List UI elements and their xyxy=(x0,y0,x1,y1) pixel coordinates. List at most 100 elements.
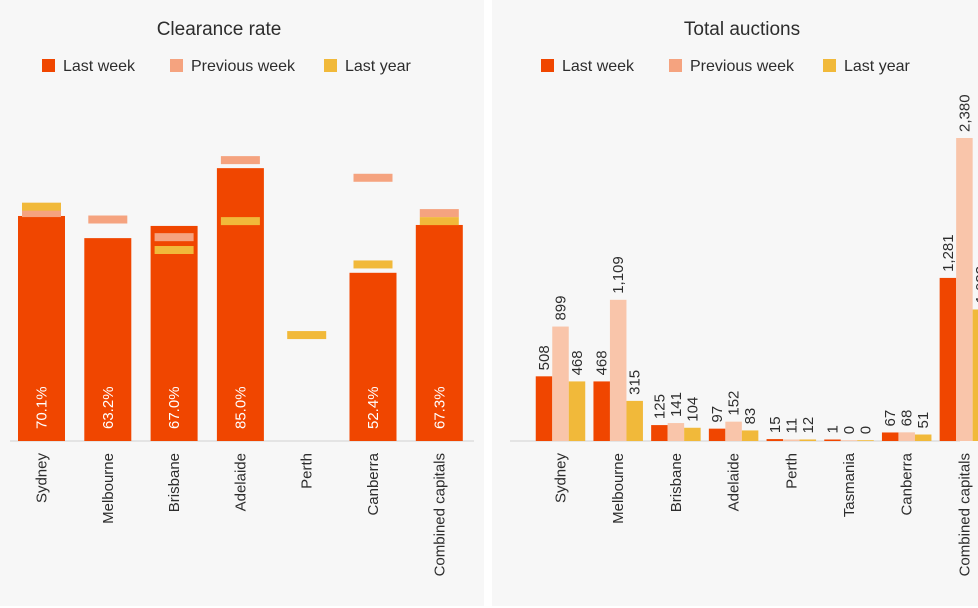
value-label-last-year-brisbane: 104 xyxy=(684,397,701,422)
value-label-last-year-adelaide: 83 xyxy=(742,408,759,425)
value-label-last-week-sydney: 508 xyxy=(536,345,553,370)
category-label-perth: Perth xyxy=(299,453,316,489)
total-auctions-marks: 508 899 468 Sydney 468 1,109 315 Melbourne 125 14… xyxy=(535,94,978,576)
clearance-rate-legend: Last week Previous week Last year xyxy=(42,58,411,75)
category-label-adelaide: Adelaide xyxy=(726,453,743,511)
bar-last-week-canberra xyxy=(349,272,397,441)
bar-last-year-melbourne xyxy=(626,400,643,441)
bar-last-week-melbourne xyxy=(593,381,610,441)
bar-last-week-brisbane xyxy=(150,225,198,441)
value-label-last-week-brisbane: 125 xyxy=(651,394,668,419)
clearance-rate-chart: Clearance rate Last week Previous week L… xyxy=(10,19,474,576)
bar-previous-week-brisbane xyxy=(667,423,685,441)
bar-last-year-sydney xyxy=(568,381,586,441)
bar-last-week-sydney xyxy=(18,215,65,441)
bar-last-year-tasmania xyxy=(857,440,874,441)
total-auctions-title: Total auctions xyxy=(684,19,800,40)
value-label-last-week-melbourne: 63.2% xyxy=(100,386,117,429)
value-label-previous-week-canberra: 68 xyxy=(899,410,916,427)
category-label-sydney: Sydney xyxy=(553,453,570,504)
bar-last-year-canberra xyxy=(914,434,932,441)
value-label-last-year-tasmania: 0 xyxy=(858,426,875,434)
value-label-last-year-canberra: 51 xyxy=(915,412,932,429)
marker-last-year-adelaide xyxy=(220,217,260,226)
value-label-previous-week-tasmania: 0 xyxy=(841,426,858,434)
value-label-previous-week-combined-capitals: 2,380 xyxy=(956,94,973,132)
marker-last-year-canberra xyxy=(353,260,393,269)
value-label-previous-week-adelaide: 152 xyxy=(726,391,743,416)
total-auctions-panel: Total auctions Last week Previous week L… xyxy=(492,0,978,606)
value-label-last-week-combined-capitals: 1,281 xyxy=(940,234,957,272)
clearance-rate-panel: Clearance rate Last week Previous week L… xyxy=(0,0,484,606)
marker-previous-week-sydney xyxy=(22,209,61,218)
category-label-brisbane: Brisbane xyxy=(166,453,183,512)
bar-last-year-perth xyxy=(799,439,817,441)
legend-label-last-year: Last year xyxy=(345,58,411,75)
marker-previous-week-adelaide xyxy=(220,156,260,165)
value-label-previous-week-melbourne: 1,109 xyxy=(610,256,627,294)
marker-last-year-combined-capitals xyxy=(419,217,459,226)
bar-last-week-combined-capitals xyxy=(939,277,957,441)
value-label-last-week-combined-capitals: 67.3% xyxy=(431,386,448,429)
bar-previous-week-canberra xyxy=(898,432,915,441)
legend-swatch-last-year xyxy=(324,59,337,72)
category-label-combined-capitals: Combined capitals xyxy=(956,453,973,576)
bar-last-week-perth xyxy=(766,439,784,441)
legend-label-previous-week: Previous week xyxy=(690,58,795,75)
category-label-melbourne: Melbourne xyxy=(100,453,117,524)
value-label-last-week-sydney: 70.1% xyxy=(34,386,51,429)
clearance-rate-title: Clearance rate xyxy=(157,19,282,40)
bar-previous-week-tasmania xyxy=(840,440,858,441)
marker-previous-week-combined-capitals xyxy=(419,209,459,218)
bar-previous-week-adelaide xyxy=(725,421,742,441)
category-label-combined-capitals: Combined capitals xyxy=(431,453,448,576)
category-label-melbourne: Melbourne xyxy=(610,453,627,524)
legend-swatch-last-year xyxy=(823,59,836,72)
bar-previous-week-perth xyxy=(783,439,800,441)
value-label-last-week-perth: 15 xyxy=(767,416,784,433)
bar-last-week-sydney xyxy=(535,376,553,441)
value-label-last-year-melbourne: 315 xyxy=(627,370,644,395)
value-label-previous-week-sydney: 899 xyxy=(553,296,570,321)
category-label-tasmania: Tasmania xyxy=(841,452,858,517)
bar-last-week-combined-capitals xyxy=(415,224,463,441)
value-label-last-week-brisbane: 67.0% xyxy=(166,386,183,429)
value-label-last-year-perth: 12 xyxy=(800,417,817,434)
legend-swatch-last-week xyxy=(541,59,554,72)
clearance-rate-marks: 70.1% Sydney 63.2% Melbourne 67.0% Brisbane 85… xyxy=(18,156,463,576)
bar-last-year-brisbane xyxy=(684,427,701,441)
value-label-last-week-canberra: 67 xyxy=(882,410,899,427)
marker-last-year-sydney xyxy=(22,202,61,211)
bar-last-week-brisbane xyxy=(651,425,668,441)
category-label-perth: Perth xyxy=(783,453,800,489)
category-label-sydney: Sydney xyxy=(34,453,51,504)
legend-swatch-previous-week xyxy=(669,59,682,72)
bar-last-year-adelaide xyxy=(741,430,759,441)
marker-previous-week-brisbane xyxy=(154,233,194,242)
legend-label-last-year: Last year xyxy=(844,58,910,75)
value-label-last-week-tasmania: 1 xyxy=(825,425,842,433)
value-label-previous-week-brisbane: 141 xyxy=(668,392,685,417)
value-label-last-week-adelaide: 97 xyxy=(709,406,726,423)
bar-previous-week-melbourne xyxy=(609,299,627,441)
marker-last-year-brisbane xyxy=(154,246,194,255)
bar-last-week-tasmania xyxy=(824,439,841,441)
category-label-brisbane: Brisbane xyxy=(668,453,685,512)
legend-label-last-week: Last week xyxy=(562,58,635,75)
bar-previous-week-combined-capitals xyxy=(956,138,973,441)
legend-label-last-week: Last week xyxy=(63,58,136,75)
total-auctions-legend: Last week Previous week Last year xyxy=(541,58,910,75)
bar-last-year-combined-capitals xyxy=(972,309,978,441)
legend-swatch-last-week xyxy=(42,59,55,72)
legend-label-previous-week: Previous week xyxy=(191,58,296,75)
category-label-canberra: Canberra xyxy=(365,452,382,515)
value-label-last-year-sydney: 468 xyxy=(569,350,586,375)
marker-previous-week-canberra xyxy=(353,173,393,182)
total-auctions-chart: Total auctions Last week Previous week L… xyxy=(510,19,978,576)
value-label-last-week-canberra: 52.4% xyxy=(365,386,382,429)
legend-swatch-previous-week xyxy=(170,59,183,72)
marker-previous-week-melbourne xyxy=(88,215,128,224)
value-label-last-week-adelaide: 85.0% xyxy=(232,386,249,429)
bar-last-week-adelaide xyxy=(708,428,726,441)
category-label-adelaide: Adelaide xyxy=(232,453,249,511)
